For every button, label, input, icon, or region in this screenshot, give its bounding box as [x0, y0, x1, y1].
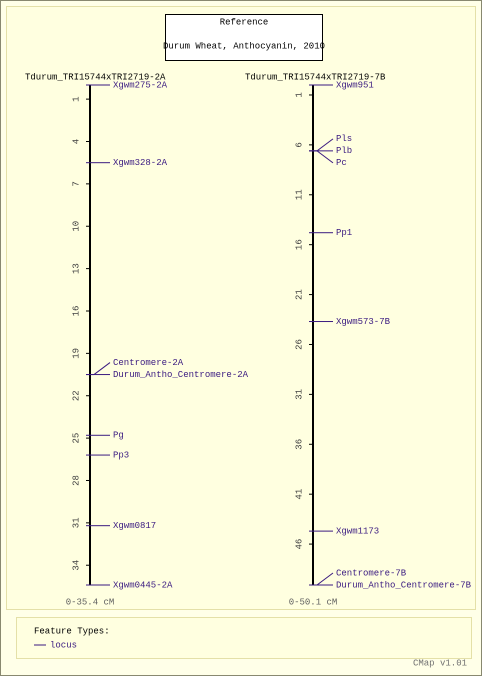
- locus-label: Pp3: [113, 450, 129, 460]
- tick-label: 21: [294, 289, 304, 300]
- locus-label: Durum_Antho_Centromere-2A: [113, 370, 249, 380]
- tick-label: 1: [71, 96, 81, 101]
- footer: CMap v1.01: [413, 658, 467, 668]
- map-title: Tdurum_TRI15744xTRI2719-2A: [25, 72, 166, 82]
- locus-label: Xgwm0817: [113, 521, 156, 531]
- locus-label: Xgwm328-2A: [113, 158, 168, 168]
- locus-connector: [93, 362, 111, 375]
- map-panel: [6, 6, 476, 610]
- locus-label: Pg: [113, 431, 124, 441]
- locus-label: Centromere-7B: [336, 568, 407, 578]
- locus-label: Plb: [336, 146, 352, 156]
- range-label: 0-35.4 cM: [66, 597, 115, 607]
- tick-label: 31: [71, 517, 81, 528]
- tick-label: 16: [294, 239, 304, 250]
- locus-label: Pc: [336, 158, 347, 168]
- locus-connector: [316, 150, 334, 164]
- map-title: Tdurum_TRI15744xTRI2719-7B: [245, 72, 386, 82]
- tick-label: 28: [71, 475, 81, 486]
- legend-box: [16, 617, 472, 659]
- locus-label: Centromere-2A: [113, 358, 184, 368]
- locus-label: Xgwm1173: [336, 526, 379, 536]
- tick-label: 36: [294, 439, 304, 450]
- locus-label: Pp1: [336, 228, 352, 238]
- tick-label: 46: [294, 539, 304, 550]
- tick-label: 25: [71, 433, 81, 444]
- legend-title: Feature Types:: [34, 626, 110, 636]
- tick-label: 11: [294, 189, 304, 200]
- tick-label: 16: [71, 306, 81, 317]
- tick-label: 31: [294, 389, 304, 400]
- tick-label: 34: [71, 560, 81, 571]
- locus-connector: [316, 138, 334, 152]
- reference-title: Reference: [220, 17, 269, 27]
- tick-label: 4: [71, 139, 81, 144]
- locus-label: Xgwm0445-2A: [113, 580, 173, 590]
- locus-label: Durum_Antho_Centromere-7B: [336, 580, 472, 590]
- tick-label: 13: [71, 263, 81, 274]
- locus-label: Xgwm951: [336, 80, 374, 90]
- tick-label: 7: [71, 181, 81, 186]
- tick-label: 6: [294, 142, 304, 147]
- locus-connector: [316, 572, 334, 586]
- reference-box: [165, 14, 323, 61]
- tick-label: 1: [294, 92, 304, 97]
- tick-label: 26: [294, 339, 304, 350]
- reference-subtitle: Durum Wheat, Anthocyanin, 2010: [163, 41, 325, 51]
- tick-label: 10: [71, 221, 81, 232]
- tick-label: 19: [71, 348, 81, 359]
- tick-label: 41: [294, 489, 304, 500]
- legend-item: locus: [50, 640, 77, 650]
- range-label: 0-50.1 cM: [289, 597, 338, 607]
- locus-label: Xgwm275-2A: [113, 80, 168, 90]
- locus-label: Pls: [336, 134, 352, 144]
- locus-label: Xgwm573-7B: [336, 317, 391, 327]
- tick-label: 22: [71, 390, 81, 401]
